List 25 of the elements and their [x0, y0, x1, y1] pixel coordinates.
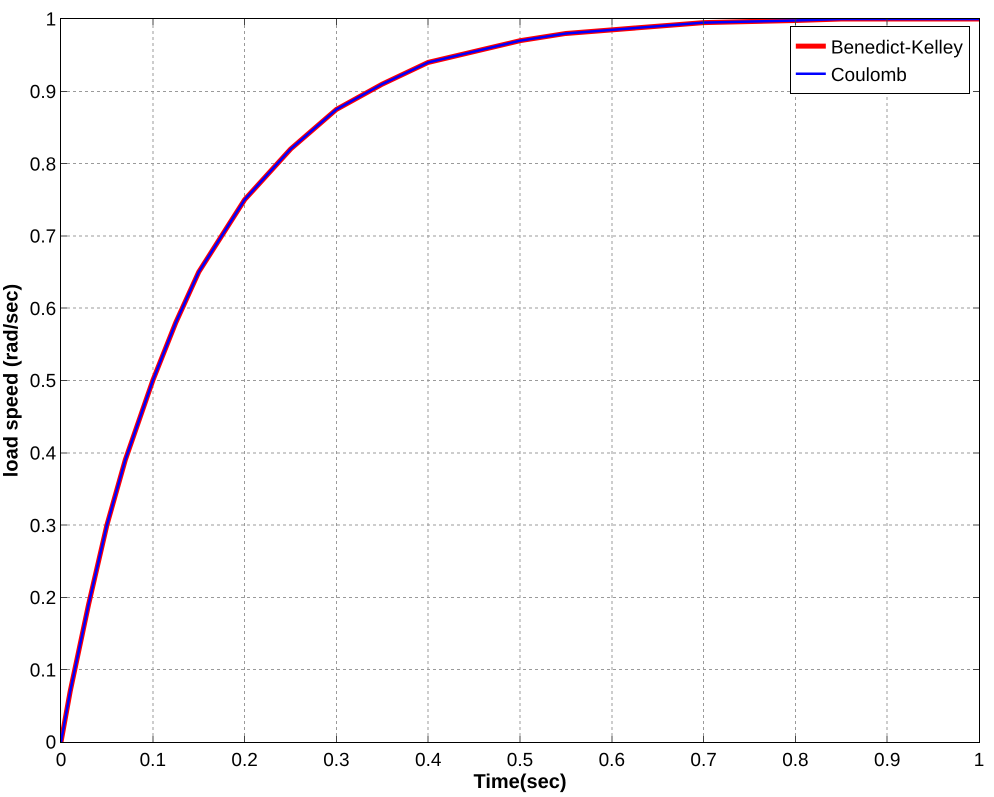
x-tick-label: 0.2	[231, 750, 258, 771]
x-tick-label: 1	[974, 750, 984, 771]
x-tick-label: 0.4	[414, 750, 442, 771]
x-tick-label: 0.8	[782, 750, 809, 771]
legend-label: Benedict-Kelley	[830, 37, 964, 58]
y-tick-label: 0.5	[30, 371, 56, 392]
y-axis-title: load speed (rad/sec)	[0, 284, 22, 478]
x-tick-label: 0.1	[140, 750, 166, 771]
y-tick-label: 0.9	[30, 82, 56, 103]
y-tick-label: 0.4	[30, 443, 57, 464]
y-tick-label: 0.8	[30, 154, 56, 176]
legend-label: Coulomb	[830, 65, 907, 86]
x-tick-label: 0.3	[323, 750, 350, 771]
x-tick-label: 0.5	[506, 750, 534, 771]
y-tick-label: 0.3	[30, 516, 56, 537]
x-tick-label: 0.7	[690, 750, 717, 771]
y-tick-label: 0	[46, 732, 56, 754]
y-tick-label: 0.2	[30, 588, 56, 610]
x-axis-title: Time(sec)	[473, 770, 567, 793]
y-tick-label: 0.7	[30, 226, 56, 248]
y-tick-label: 0.6	[30, 298, 56, 320]
y-tick-label: 1	[46, 10, 56, 31]
x-tick-label: 0.9	[874, 750, 900, 771]
x-tick-label: 0.6	[598, 750, 626, 771]
y-tick-label: 0.1	[30, 660, 56, 682]
